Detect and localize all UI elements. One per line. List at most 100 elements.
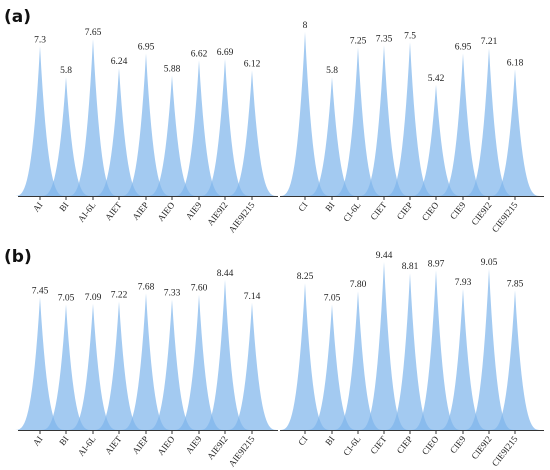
tick-label-a-0-6: AIE9 [184,200,204,222]
tick-label-b-1-7: CIE9I2 [469,434,493,461]
value-label-b-1-2: 7.80 [350,280,367,290]
panel-label-a: (a) [4,7,31,27]
value-label-b-0-2: 7.09 [85,293,102,303]
panel-label-b: (b) [4,247,32,267]
tick-label-b-0-4: AIEP [130,434,150,456]
tick-label-b-0-0: AI [31,434,45,448]
peak-a-0-3 [93,68,145,196]
tick-label-a-1-5: CIEO [420,200,441,223]
value-label-b-0-7: 8.44 [217,269,234,279]
value-label-a-1-8: 6.18 [507,58,524,68]
value-label-a-0-0: 7.3 [34,35,46,45]
tick-label-b-0-1: BI [57,434,70,447]
peak-a-0-0 [14,46,66,196]
tick-label-a-0-3: AIET [103,200,124,223]
tick-label-a-1-4: CIEP [395,200,415,222]
value-label-a-1-3: 7.35 [376,34,393,44]
tick-label-b-0-2: AI-6L [76,434,98,458]
tick-label-a-1-8: CIE9I215 [490,200,520,235]
value-label-a-1-6: 6.95 [455,43,472,53]
tick-label-a-1-0: CI [296,200,309,213]
tick-label-b-1-1: BI [323,434,336,447]
tick-label-b-0-6: AIE9 [184,434,204,456]
tick-label-b-1-6: CIE9 [448,434,468,456]
tick-label-b-0-7: AIE9I2 [205,434,230,461]
peak-a-1-3 [358,45,410,196]
value-label-a-1-5: 5.42 [428,74,445,84]
peak-b-1-8 [489,290,541,430]
value-label-a-0-1: 5.8 [60,66,72,76]
peak-b-0-1 [40,304,92,430]
tick-label-b-1-2: CI-6L [341,434,362,457]
peak-b-1-6 [437,288,489,430]
peak-b-0-8 [226,302,278,430]
value-label-b-0-6: 7.60 [191,284,208,294]
peak-b-1-7 [463,268,515,430]
value-label-a-1-1: 5.8 [326,66,338,76]
tick-label-a-1-3: CIET [368,200,388,222]
peak-b-1-4 [384,273,436,430]
value-label-b-1-4: 8.81 [402,262,419,272]
value-label-a-1-4: 7.5 [404,31,416,41]
value-label-b-1-0: 8.25 [297,272,314,282]
value-label-a-0-2: 7.65 [85,28,102,38]
tick-label-b-1-0: CI [296,434,309,447]
value-label-b-1-3: 9.44 [376,251,393,261]
peak-b-1-2 [332,291,384,430]
peak-b-0-3 [93,301,145,430]
value-label-b-0-1: 7.05 [58,294,75,304]
peak-a-0-2 [67,39,119,196]
value-label-a-1-2: 7.25 [350,36,367,46]
value-label-a-1-7: 7.21 [481,37,498,47]
tick-label-b-1-4: CIEP [395,434,415,456]
peak-a-1-2 [332,47,384,196]
value-label-a-0-3: 6.24 [111,57,128,67]
panel-a: (a) 7.35.87.656.246.955.886.62 6.696.12AI… [4,7,544,235]
peak-a-0-7 [199,58,251,196]
peak-a-1-1 [306,77,358,196]
value-label-b-1-7: 9.05 [481,258,498,268]
value-label-b-1-1: 7.05 [324,294,341,304]
peak-a-1-6 [437,53,489,196]
tick-label-b-0-3: AIET [103,434,124,457]
peak-a-0-5 [146,75,198,196]
value-label-b-0-4: 7.68 [138,282,155,292]
panel-b: (b) 7.45 7.05 7.09 7.22 7.68 7.33 7.60 8.44 7.14… [4,247,544,469]
value-label-b-0-8: 7.14 [244,292,261,302]
peak-b-0-5 [146,299,198,430]
value-label-b-1-8: 7.85 [507,279,524,289]
peak-b-0-7 [199,279,251,430]
tick-label-a-0-7: AIE9I2 [205,200,230,227]
tick-label-b-0-8: AIE9I215 [227,434,257,469]
value-label-a-0-5: 5.88 [164,64,181,74]
peak-a-0-6 [173,60,225,196]
value-label-b-1-6: 7.93 [455,278,472,288]
tick-label-a-0-0: AI [31,200,45,214]
tick-label-a-1-6: CIE9 [448,200,468,222]
peak-a-1-7 [463,48,515,196]
tick-label-a-0-2: AI-6L [76,200,98,224]
peak-b-1-1 [306,304,358,430]
value-label-a-1-0: 8 [303,21,308,31]
value-label-b-1-5: 8.97 [428,259,445,269]
tick-label-a-1-2: CI-6L [341,200,362,223]
tick-label-a-1-7: CIE9I2 [469,200,493,227]
peak-b-0-2 [67,303,119,430]
peak-a-0-8 [226,70,278,196]
peak-a-1-0 [279,32,331,196]
peak-a-1-8 [489,69,541,196]
peak-b-0-4 [120,293,172,430]
value-label-a-0-8: 6.12 [244,60,261,70]
value-label-a-0-6: 6.62 [191,49,208,59]
peak-b-1-0 [279,283,331,430]
value-label-b-0-5: 7.33 [164,289,181,299]
value-label-b-0-0: 7.45 [32,286,49,296]
tick-label-b-1-8: CIE9I215 [490,434,520,469]
value-label-b-0-3: 7.22 [111,291,128,301]
peak-b-1-5 [410,270,462,430]
tick-label-a-0-8: AIE9I215 [227,200,257,235]
tick-label-a-0-5: AIEO [155,200,176,223]
peak-b-0-6 [173,294,225,430]
tick-label-b-0-5: AIEO [155,434,176,457]
